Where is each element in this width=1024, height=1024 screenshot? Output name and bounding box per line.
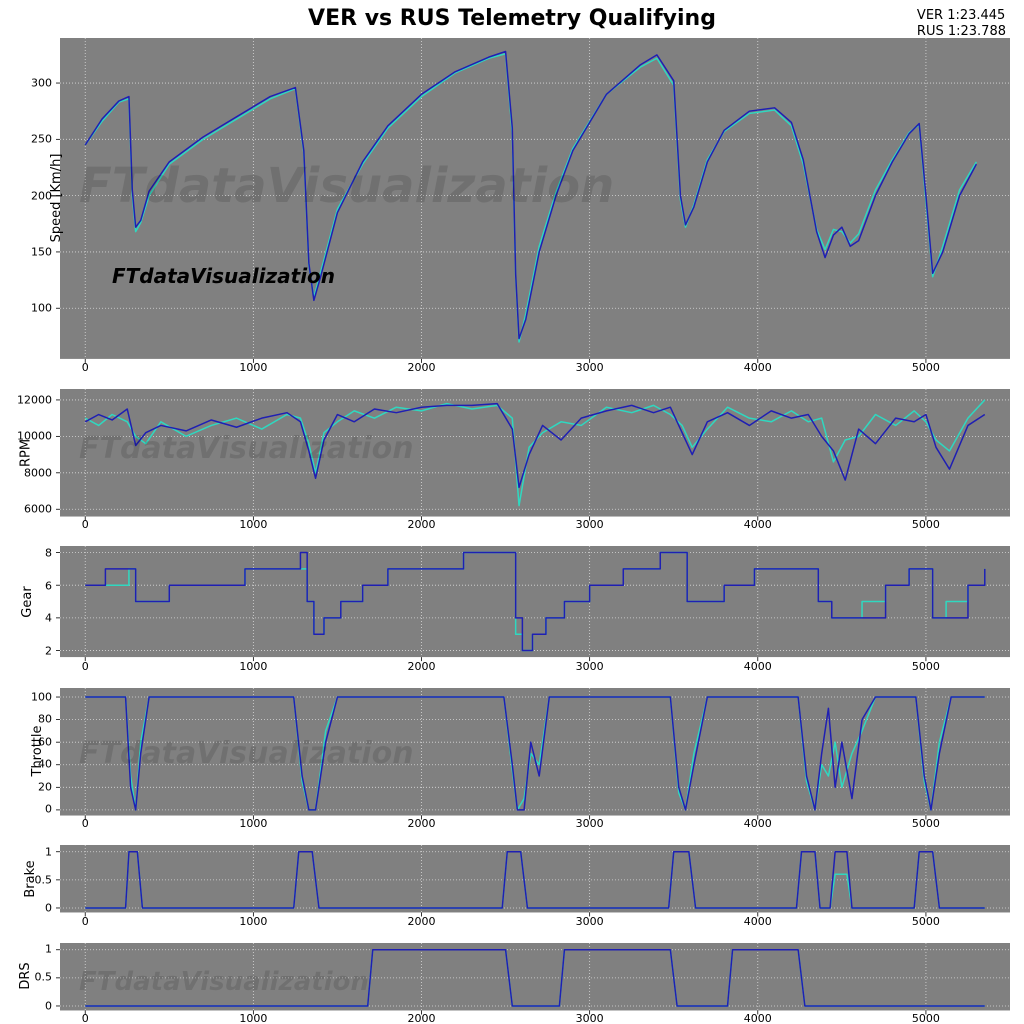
plot-speed — [60, 38, 1010, 359]
panel-throttle: ThrottleFTdataVisualization0100020003000… — [60, 688, 1010, 816]
panel-drs: DRSFTdataVisualization010002000300040005… — [60, 943, 1010, 1010]
panel-brake: Brake01000200030004000500000.51 — [60, 845, 1010, 912]
plot-drs — [60, 943, 1010, 1010]
xtick-labels-speed: 010002000300040005000 — [60, 361, 1010, 375]
plot-brake — [60, 845, 1010, 912]
xtick-labels-brake: 010002000300040005000 — [60, 915, 1010, 929]
xtick-labels-gear: 010002000300040005000 — [60, 660, 1010, 674]
xtick-labels-rpm: 010002000300040005000 — [60, 518, 1010, 532]
ylabel-rpm: RPM — [19, 439, 34, 467]
ylabel-drs: DRS — [18, 963, 33, 990]
panel-rpm: RPMFTdataVisualization010002000300040005… — [60, 389, 1010, 517]
panel-gear: Gear0100020003000400050002468 — [60, 546, 1010, 657]
xtick-labels-drs: 010002000300040005000 — [60, 1012, 1010, 1024]
lap-times: VER 1:23.445 RUS 1:23.788 — [917, 8, 1006, 41]
plot-rpm — [60, 389, 1010, 517]
watermark-label: FTdataVisualization — [112, 264, 335, 288]
laptime-ver: VER 1:23.445 — [917, 8, 1006, 24]
plot-gear — [60, 546, 1010, 657]
xtick-labels-throttle: 010002000300040005000 — [60, 817, 1010, 831]
plot-throttle — [60, 688, 1010, 816]
chart-title: VER vs RUS Telemetry Qualifying — [0, 6, 1024, 31]
ylabel-gear: Gear — [20, 586, 35, 617]
panel-speed: Speed [Km/h]FTdataVisualization010002000… — [60, 38, 1010, 359]
